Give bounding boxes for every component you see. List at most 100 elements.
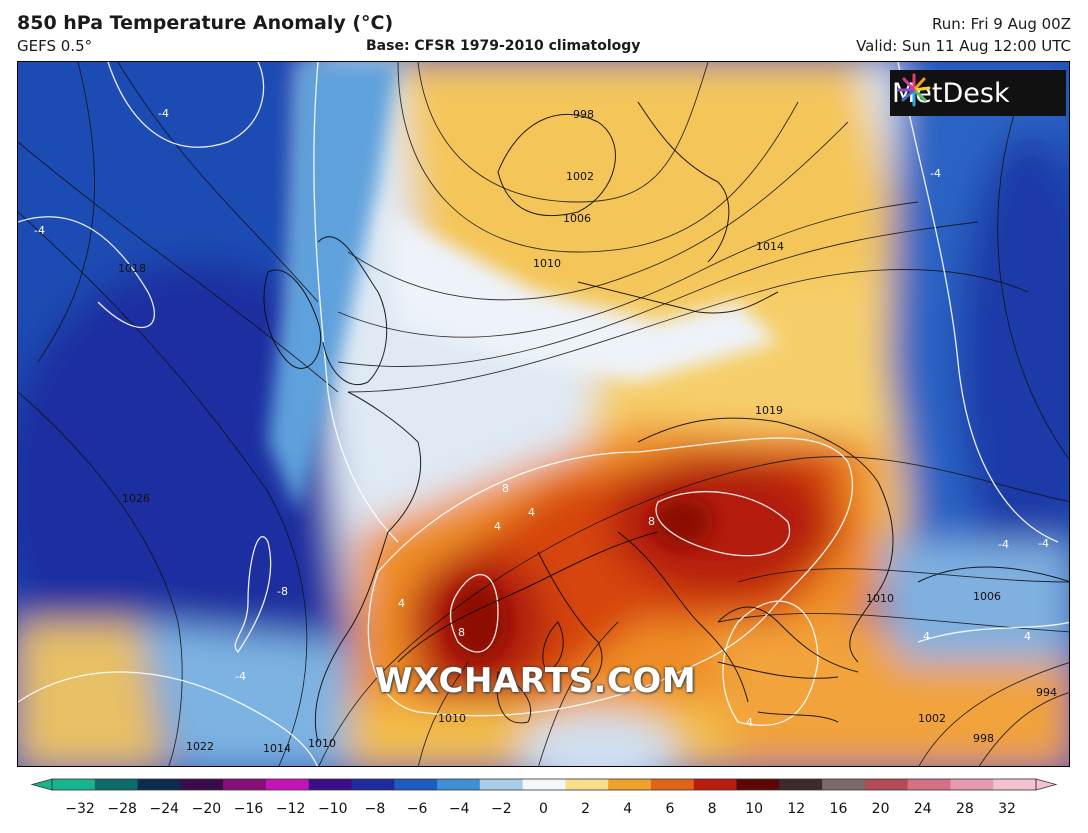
anomaly-label: 4 bbox=[923, 630, 930, 643]
colorbar-cell bbox=[223, 779, 267, 790]
colorbar-left-arrow bbox=[30, 778, 53, 791]
colorbar-cell bbox=[693, 779, 738, 790]
isobar-label: 998 bbox=[973, 732, 994, 745]
anomaly-label: 8 bbox=[648, 515, 655, 528]
colorbar-cell bbox=[650, 779, 695, 790]
isobar-label: 1002 bbox=[566, 170, 594, 183]
isobar-label: 998 bbox=[573, 108, 594, 121]
isobar-label: 1019 bbox=[755, 404, 783, 417]
colorbar-cell bbox=[479, 779, 524, 790]
anomaly-label: -4 bbox=[1038, 537, 1049, 550]
colorbar-cell bbox=[308, 779, 352, 790]
isobar-label: 1022 bbox=[186, 740, 214, 753]
colorbar-frame bbox=[51, 778, 1037, 791]
anomaly-contours bbox=[18, 62, 1069, 766]
isobar-label-group: 998 1002 1006 1010 1014 1018 1019 1022 1… bbox=[118, 108, 1057, 755]
isobar-label: 1010 bbox=[438, 712, 466, 725]
anomaly-label: -4 bbox=[998, 538, 1009, 551]
colorbar-tick-label: −6 bbox=[407, 801, 428, 817]
colorbar-tick-label: −2 bbox=[491, 801, 512, 817]
colorbar-tick-label: 16 bbox=[830, 801, 848, 817]
colorbar-cells bbox=[30, 778, 1058, 791]
anomaly-label: 4 bbox=[1024, 630, 1031, 643]
colorbar-tick-label: 6 bbox=[665, 801, 674, 817]
colorbar-cell bbox=[779, 779, 823, 790]
isobar-label: 1010 bbox=[308, 737, 336, 750]
colorbar-cell bbox=[864, 779, 909, 790]
isobar-label: 1010 bbox=[533, 257, 561, 270]
anomaly-map: 998 1002 1006 1010 1014 1018 1019 1022 1… bbox=[17, 61, 1070, 767]
chart-title: 850 hPa Temperature Anomaly (°C) bbox=[17, 12, 394, 34]
colorbar-cell bbox=[736, 779, 780, 790]
colorbar-cell bbox=[351, 779, 395, 790]
colorbar-tick-label: −8 bbox=[365, 801, 386, 817]
colorbar-right-arrow bbox=[1035, 778, 1058, 791]
colorbar-tick-label: 0 bbox=[539, 801, 548, 817]
colorbar-cell bbox=[950, 779, 994, 790]
anomaly-highlights bbox=[268, 62, 778, 662]
wxcharts-watermark: WXCHARTS.COM bbox=[375, 661, 697, 701]
anomaly-label-group: -4 -4 -4 -4 -8 -4 8 4 8 4 8 4 4 4 4 -4 bbox=[34, 107, 1049, 729]
model-label: GEFS 0.5° bbox=[17, 37, 93, 55]
colorbar-tick-label: −10 bbox=[318, 801, 348, 817]
metdesk-starburst-logo-icon bbox=[897, 73, 931, 107]
valid-time-label: Valid: Sun 11 Aug 12:00 UTC bbox=[856, 37, 1071, 55]
colorbar-cell bbox=[137, 779, 181, 790]
colorbar-tick-labels: −32 −28 −24 −20 −16 −12 −10 −8 −6 −4 −2 0 2 4 6 8 10 12 16… bbox=[65, 801, 1016, 817]
colorbar-tick-label: 20 bbox=[872, 801, 890, 817]
colorbar-tick-label: −24 bbox=[149, 801, 179, 817]
colorbar-tick-label: −32 bbox=[65, 801, 95, 817]
colorbar-cell bbox=[822, 779, 866, 790]
isobar-label: 1026 bbox=[122, 492, 150, 505]
colorbar-cell bbox=[993, 779, 1037, 790]
colorbar-tick-label: 24 bbox=[914, 801, 932, 817]
anomaly-label: -8 bbox=[277, 585, 288, 598]
anomaly-label: -4 bbox=[930, 167, 941, 180]
metdesk-logo: MetDesk bbox=[890, 70, 1066, 116]
colorbar-cell bbox=[522, 779, 566, 790]
colorbar: −32 −28 −24 −20 −16 −12 −10 −8 −6 −4 −2 0 2 4 6 8 10 12 16… bbox=[30, 778, 1058, 817]
colorbar-cell bbox=[437, 779, 481, 790]
isobar-label: 1014 bbox=[263, 742, 291, 755]
colorbar-cell bbox=[265, 779, 310, 790]
run-time-label: Run: Fri 9 Aug 00Z bbox=[932, 15, 1071, 33]
colorbar-tick-label: 4 bbox=[623, 801, 632, 817]
map-graphic: 998 1002 1006 1010 1014 1018 1019 1022 1… bbox=[18, 62, 1069, 766]
anomaly-label: 4 bbox=[494, 520, 501, 533]
colorbar-cell bbox=[94, 779, 139, 790]
anomaly-label: -4 bbox=[158, 107, 169, 120]
colorbar-cell bbox=[180, 779, 224, 790]
anomaly-label: 4 bbox=[746, 716, 753, 729]
anomaly-label: 8 bbox=[502, 482, 509, 495]
colorbar-tick-label: 12 bbox=[787, 801, 805, 817]
colorbar-tick-label: 8 bbox=[708, 801, 717, 817]
coastlines bbox=[263, 101, 1069, 743]
colorbar-cell bbox=[907, 779, 951, 790]
colorbar-cell bbox=[394, 779, 438, 790]
isobar-label: 1014 bbox=[756, 240, 784, 253]
isobar-label: 1006 bbox=[563, 212, 591, 225]
isobar-label: 1010 bbox=[866, 592, 894, 605]
anomaly-label: 8 bbox=[458, 626, 465, 639]
colorbar-tick-label: −4 bbox=[449, 801, 470, 817]
anomaly-label: 4 bbox=[528, 506, 535, 519]
colorbar-tick-label: 32 bbox=[998, 801, 1016, 817]
anomaly-label: -4 bbox=[235, 670, 246, 683]
colorbar-cell bbox=[608, 779, 652, 790]
colorbar-tick-label: −16 bbox=[234, 801, 264, 817]
colorbar-tick-label: −20 bbox=[192, 801, 222, 817]
anomaly-label: -4 bbox=[34, 224, 45, 237]
isobar-label: 1006 bbox=[973, 590, 1001, 603]
colorbar-tick-label: −12 bbox=[276, 801, 306, 817]
base-label: Base: CFSR 1979-2010 climatology bbox=[366, 38, 641, 54]
colorbar-cell bbox=[565, 779, 609, 790]
anomaly-label: 4 bbox=[398, 597, 405, 610]
colorbar-tick-label: 28 bbox=[956, 801, 974, 817]
isobar-label: 1018 bbox=[118, 262, 146, 275]
isobar-label: 1002 bbox=[918, 712, 946, 725]
colorbar-tick-label: 10 bbox=[745, 801, 763, 817]
colorbar-tick-label: −28 bbox=[107, 801, 137, 817]
isobar-label: 994 bbox=[1036, 686, 1057, 699]
colorbar-tick-label: 2 bbox=[581, 801, 590, 817]
colorbar-cell bbox=[52, 779, 96, 790]
